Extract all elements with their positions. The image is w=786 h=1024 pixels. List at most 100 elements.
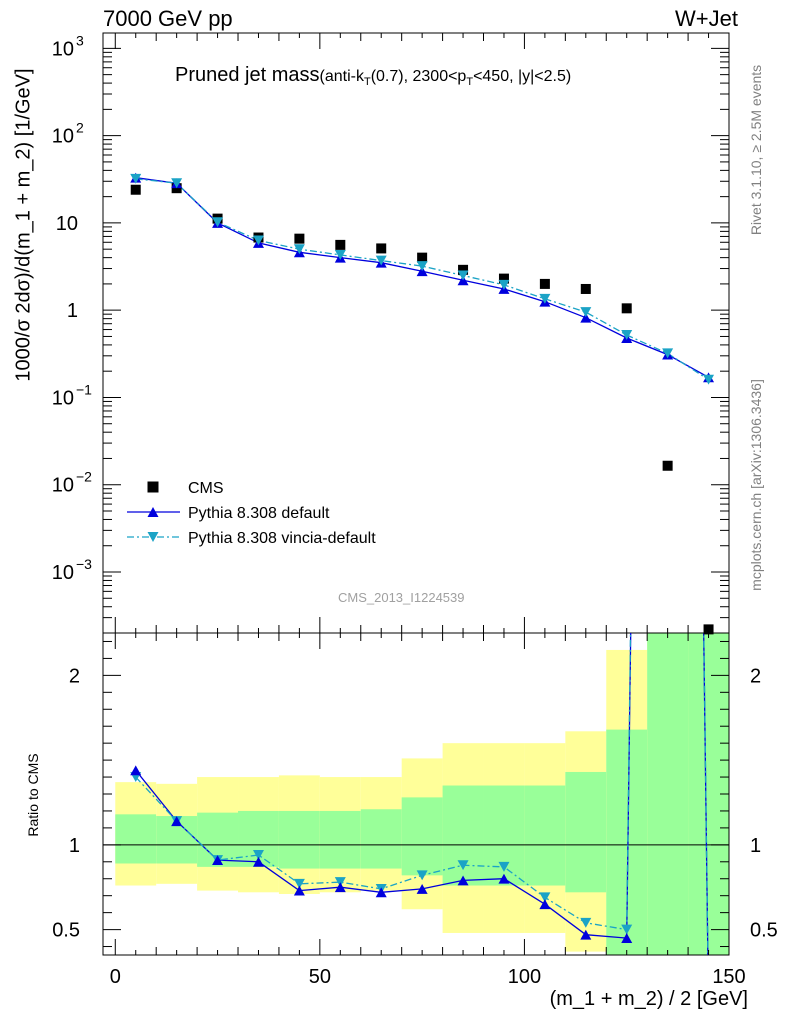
- y-tick-label-exponent: −2: [76, 469, 92, 485]
- legend-label: Pythia 8.308 default: [188, 505, 330, 522]
- plot-title-sub-a: (anti-k: [319, 68, 364, 85]
- ratio-point-pythia-default: [539, 899, 551, 910]
- ratio-point-pythia-vincia: [457, 860, 469, 871]
- ratio-point-pythia-vincia: [539, 892, 551, 903]
- ratio-point-pythia-default: [498, 873, 510, 884]
- upper-series-markers: [130, 172, 715, 635]
- cms-data-point: [171, 183, 182, 194]
- pythia-vincia-point: [498, 279, 510, 290]
- y-tick-label-ratio: 1: [69, 835, 80, 857]
- pythia-vincia-point: [662, 348, 674, 359]
- ratio-point-pythia-vincia: [293, 878, 305, 889]
- pythia-default-point: [416, 266, 428, 277]
- plot-title-sub-t2: T: [466, 76, 474, 89]
- cms-data-point: [417, 252, 428, 263]
- cms-data-point: [580, 283, 591, 294]
- ratio-point-pythia-default: [580, 929, 592, 940]
- pythia-vincia-point: [334, 249, 346, 260]
- ratio-uncertainty-bands: [115, 633, 729, 955]
- cms-data-point: [130, 184, 141, 195]
- pythia-vincia-point: [539, 293, 551, 304]
- band-inner-bin: [319, 810, 361, 869]
- legend-marker: [147, 507, 159, 517]
- ratio-point-pythia-vincia: [416, 870, 428, 881]
- pythia-vincia-point: [416, 261, 428, 272]
- ratio-y-axis-label: Ratio to CMS: [25, 753, 41, 837]
- y-tick-label-upper: 10: [52, 475, 74, 497]
- y-tick-label-exponent: −3: [76, 556, 92, 572]
- legend-label: CMS: [188, 480, 224, 497]
- x-tick-label: 0: [110, 966, 121, 988]
- cms-data-point: [376, 243, 387, 254]
- ratio-point-pythia-default: [252, 856, 264, 867]
- ratio-point-pythia-default: [621, 933, 633, 944]
- pythia-vincia-point: [375, 255, 387, 266]
- ratio-point-pythia-default: [416, 883, 428, 894]
- ratio-point-pythia-vincia: [498, 861, 510, 872]
- ratio-point-pythia-vincia: [252, 850, 264, 860]
- analysis-watermark: CMS_2013_I1224539: [338, 590, 465, 605]
- pythia-vincia-point: [703, 374, 715, 385]
- cms-data-point: [662, 460, 673, 471]
- legend-label: Pythia 8.308 vincia-default: [188, 530, 376, 547]
- ratio-point-pythia-default: [375, 887, 387, 898]
- y-tick-label-exponent: 3: [76, 32, 84, 48]
- ratio-point-pythia-default: [171, 816, 183, 827]
- ratio-point-pythia-default: [212, 855, 224, 866]
- cms-data-point: [294, 233, 305, 244]
- pythia-default-point: [580, 312, 592, 323]
- band-inner-bin: [524, 785, 566, 886]
- cms-data-point: [498, 273, 509, 284]
- process-label: W+Jet: [675, 6, 738, 31]
- ratio-point-pythia-default: [130, 765, 142, 776]
- ratio-point-pythia-vincia: [580, 917, 592, 928]
- ratio-point-pythia-default: [293, 885, 305, 896]
- plot-title-sub-b: (0.7), 2300<p: [370, 68, 467, 85]
- band-inner-bin: [360, 809, 402, 869]
- pythia-vincia-point: [293, 244, 305, 255]
- series-line-pythia-default: [135, 177, 709, 378]
- ratio-point-pythia-vincia: [334, 877, 346, 888]
- x-tick-label: 100: [508, 966, 541, 988]
- ratio-point-pythia-default: [334, 882, 346, 893]
- cms-data-point: [458, 264, 469, 275]
- y-tick-label-upper: 10: [52, 38, 74, 60]
- band-inner-bin: [565, 771, 607, 893]
- legend-marker-cms: [147, 481, 159, 493]
- pythia-vincia-point: [171, 178, 183, 189]
- energy-label: 7000 GeV pp: [103, 6, 233, 31]
- series-line-pythia-vincia: [135, 178, 709, 381]
- pythia-vincia-point: [621, 330, 633, 340]
- y-tick-label-ratio: 2: [69, 665, 80, 687]
- y-tick-label-upper: 10: [52, 562, 74, 584]
- y-tick-label-exponent: 2: [76, 120, 84, 136]
- band-inner-bin: [401, 797, 443, 876]
- cms-data-point: [621, 303, 632, 314]
- ratio-series-markers: [130, 765, 633, 944]
- mcplots-label: mcplots.cern.ch [arXiv:1306.3436]: [748, 379, 764, 591]
- plot-title-sub-t1: T: [363, 76, 371, 89]
- y-tick-label-upper: 1: [67, 300, 78, 322]
- band-inner-bin: [278, 810, 320, 869]
- y-tick-label-upper: 10: [56, 213, 78, 235]
- pythia-vincia-point: [252, 235, 264, 246]
- upper-series-lines: [135, 177, 709, 381]
- pythia-vincia-point: [580, 307, 592, 318]
- pythia-vincia-point: [130, 173, 142, 184]
- y-tick-label-ratio-right: 0.5: [750, 920, 778, 942]
- cms-data-point: [335, 239, 346, 250]
- legend-marker: [147, 532, 159, 542]
- pythia-vincia-point: [212, 217, 224, 228]
- plot-title: Pruned jet mass(anti-kT(0.7), 2300<pT<45…: [175, 64, 571, 88]
- band-inner-bin: [442, 785, 484, 886]
- x-tick-label: 50: [309, 966, 331, 988]
- pythia-vincia-point: [457, 270, 469, 281]
- legend: CMS Pythia 8.308 default Pythia 8.308 vinc…: [127, 480, 376, 547]
- y-tick-label-exponent: −1: [76, 381, 92, 397]
- y-tick-label-ratio-right: 2: [750, 665, 761, 687]
- y-tick-label-upper: 10: [52, 387, 74, 409]
- x-axis-label: (m_1 + m_2) / 2 [GeV]: [549, 988, 748, 1010]
- ratio-point-pythia-vincia: [621, 924, 633, 935]
